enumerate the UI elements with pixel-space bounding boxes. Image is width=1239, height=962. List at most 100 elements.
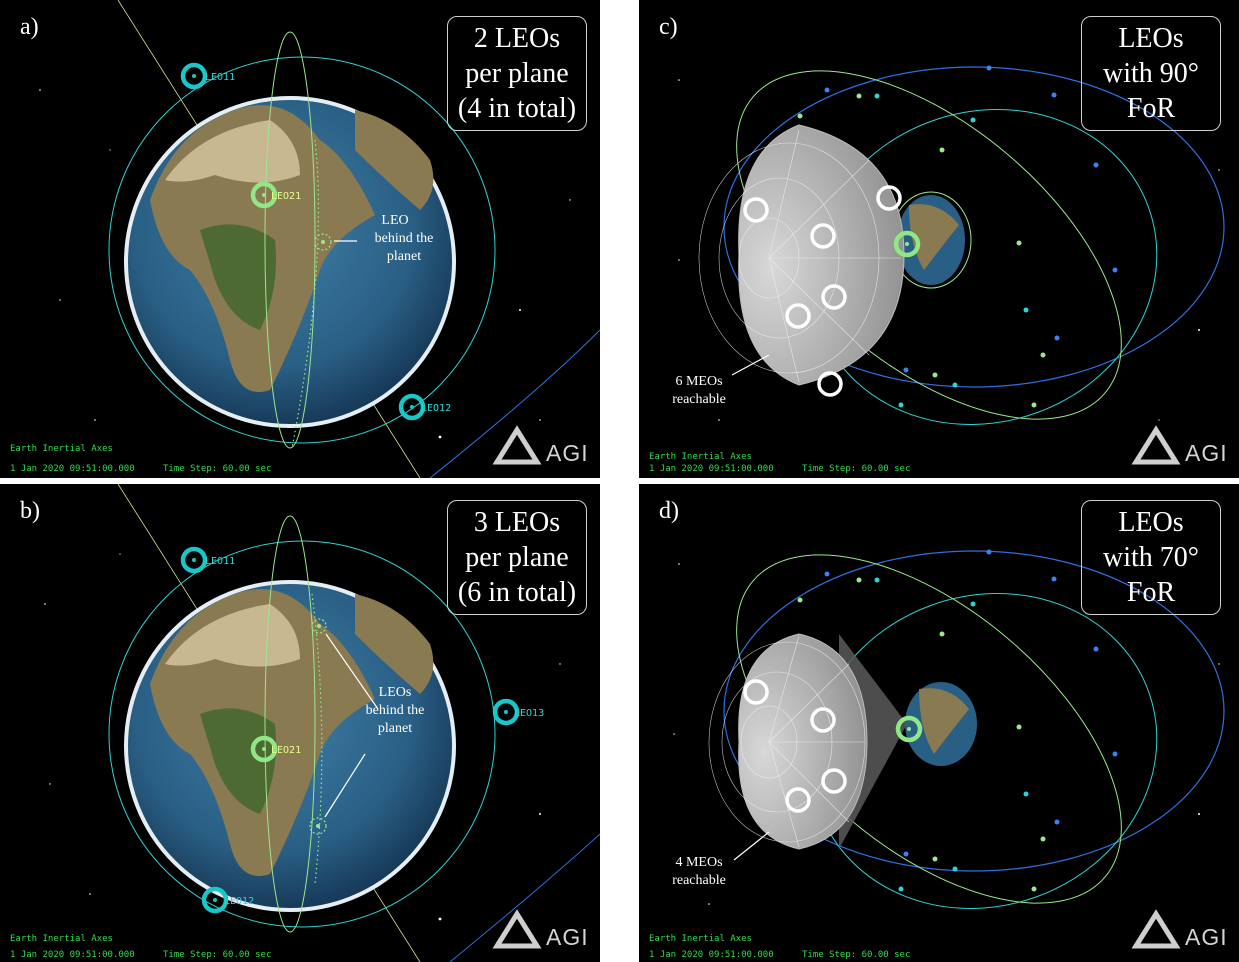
earth-globe xyxy=(905,682,977,766)
leo-marker-21[interactable] xyxy=(250,181,278,209)
agi-logo-icon xyxy=(1131,909,1181,949)
annotation-line-2: behind the xyxy=(374,231,434,246)
info-box: LEOs with 90° FoR xyxy=(1081,16,1221,131)
info-line-2: per plane xyxy=(465,542,569,573)
agi-logo: AGI xyxy=(1141,920,1227,954)
reachable-meo-markers[interactable] xyxy=(743,185,902,397)
info-line-3: (6 in total) xyxy=(457,577,577,608)
info-line-3: FoR xyxy=(1126,93,1176,124)
agi-logo-text: AGI xyxy=(546,924,589,950)
leo-label-12: LEO12 xyxy=(421,403,451,414)
meo-blue-dots xyxy=(824,549,1118,857)
hud-axes: Earth Inertial Axes xyxy=(649,934,752,944)
hud-timestep: Time Step: 60.00 sec xyxy=(802,464,911,474)
star-field xyxy=(678,79,1220,421)
leo-label-11: LEO11 xyxy=(205,72,235,83)
blue-orbit-arc xyxy=(429,329,600,478)
green-orbit-a xyxy=(264,31,316,449)
hidden-leo-marker-2 xyxy=(309,817,327,835)
hud-datetime: 1 Jan 2020 09:51:00.000 xyxy=(649,950,774,960)
panel-d: d) LEOs with 70° FoR 4 MEOs reachable Ea… xyxy=(639,484,1239,962)
leo-marker-11[interactable] xyxy=(180,546,208,574)
panel-a-scene: LEO11 LEO21 LEO12 xyxy=(39,0,600,478)
star-field xyxy=(673,563,1220,905)
annotation-line-2: reachable xyxy=(672,392,726,407)
info-box: 2 LEOs per plane (4 in total) xyxy=(447,16,587,131)
annotation-pointer-1 xyxy=(325,633,379,710)
star-field xyxy=(39,39,571,439)
agi-logo: AGI xyxy=(502,920,588,954)
panel-label: a) xyxy=(20,14,39,40)
annotation-pointer xyxy=(733,831,770,861)
agi-logo-icon xyxy=(1131,425,1181,465)
annotation-pointer-2 xyxy=(324,753,366,818)
earth-globe xyxy=(124,96,456,428)
hud-timestep: Time Step: 60.00 sec xyxy=(163,464,272,474)
panel-label: c) xyxy=(659,14,678,40)
cone-grid xyxy=(698,129,901,383)
hud-axes: Earth Inertial Axes xyxy=(649,452,752,462)
annotation-line-2: reachable xyxy=(672,873,726,888)
info-line-2: with 90° xyxy=(1103,58,1199,89)
earth-globe xyxy=(124,580,456,912)
reachable-meo-markers[interactable] xyxy=(743,679,847,813)
info-box: 3 LEOs per plane (6 in total) xyxy=(447,500,587,615)
leo-marker-11[interactable] xyxy=(180,62,208,90)
hud-axes: Earth Inertial Axes xyxy=(10,934,113,944)
hud-timestep: Time Step: 60.00 sec xyxy=(802,950,911,960)
star-field xyxy=(44,553,561,921)
leo-label-21: LEO21 xyxy=(271,191,301,202)
agi-logo-text: AGI xyxy=(1185,440,1228,466)
leo-label-13: LEO13 xyxy=(514,708,544,719)
annotation: 6 MEOs reachable xyxy=(659,373,739,409)
field-of-regard-cone xyxy=(738,124,905,386)
annotation-line-1: LEO xyxy=(381,213,409,228)
info-line-3: (4 in total) xyxy=(457,93,577,124)
meo-cyan-dots xyxy=(874,577,1029,892)
cone-grid xyxy=(708,635,866,848)
annotation-line-3: planet xyxy=(377,721,413,736)
leo-marker-12[interactable] xyxy=(398,393,426,421)
hud-datetime: 1 Jan 2020 09:51:00.000 xyxy=(649,464,774,474)
panel-label: d) xyxy=(659,498,679,524)
leo-label-21: LEO21 xyxy=(271,745,301,756)
annotation-line-1: 6 MEOs xyxy=(675,374,723,389)
panel-d-scene xyxy=(673,549,1225,949)
panel-b: LEO11 LEO21 LEO13 LEO12 b) 3 xyxy=(0,484,600,962)
panel-a: LEO11 LEO21 LEO12 a) 2 LEOs per plane (4… xyxy=(0,0,600,478)
active-leo-marker[interactable] xyxy=(895,715,923,743)
earth-globe xyxy=(897,195,965,285)
hidden-leo-marker-1 xyxy=(311,618,327,634)
leo-label-12: LEO12 xyxy=(224,896,254,907)
agi-logo: AGI xyxy=(1141,436,1227,470)
info-line-1: LEOs xyxy=(1118,507,1184,538)
meo-green-dots xyxy=(797,93,1046,408)
field-of-regard-cone xyxy=(738,633,868,850)
green-orbit-b xyxy=(264,515,316,933)
hud-datetime: 1 Jan 2020 09:51:00.000 xyxy=(10,464,135,474)
panel-label: b) xyxy=(20,498,40,524)
green-orbit-hidden xyxy=(291,139,320,449)
info-box: LEOs with 70° FoR xyxy=(1081,500,1221,615)
leo-marker-21[interactable] xyxy=(250,735,278,763)
annotation-line-1: LEOs xyxy=(378,685,412,700)
panel-b-scene: LEO11 LEO21 LEO13 LEO12 xyxy=(44,484,600,962)
agi-logo-icon xyxy=(492,425,542,465)
panel-c: c) LEOs with 90° FoR 6 MEOs reachable Ea… xyxy=(639,0,1239,478)
blue-orbit xyxy=(723,66,1225,388)
leo-marker-12[interactable] xyxy=(201,886,229,914)
annotation: 4 MEOs reachable xyxy=(659,854,739,890)
active-leo-marker[interactable] xyxy=(893,230,921,258)
leo-marker-13[interactable] xyxy=(492,698,520,726)
agi-logo-text: AGI xyxy=(546,440,589,466)
info-line-3: FoR xyxy=(1126,577,1176,608)
info-line-2: with 70° xyxy=(1103,542,1199,573)
agi-logo-icon xyxy=(492,909,542,949)
agi-logo: AGI xyxy=(502,436,588,470)
blue-orbit-arc xyxy=(449,833,600,962)
annotation-line-1: 4 MEOs xyxy=(675,855,723,870)
info-line-1: LEOs xyxy=(1118,23,1184,54)
blue-orbit xyxy=(723,550,1225,872)
annotation-line-3: planet xyxy=(386,249,422,264)
agi-logo-text: AGI xyxy=(1185,924,1228,950)
